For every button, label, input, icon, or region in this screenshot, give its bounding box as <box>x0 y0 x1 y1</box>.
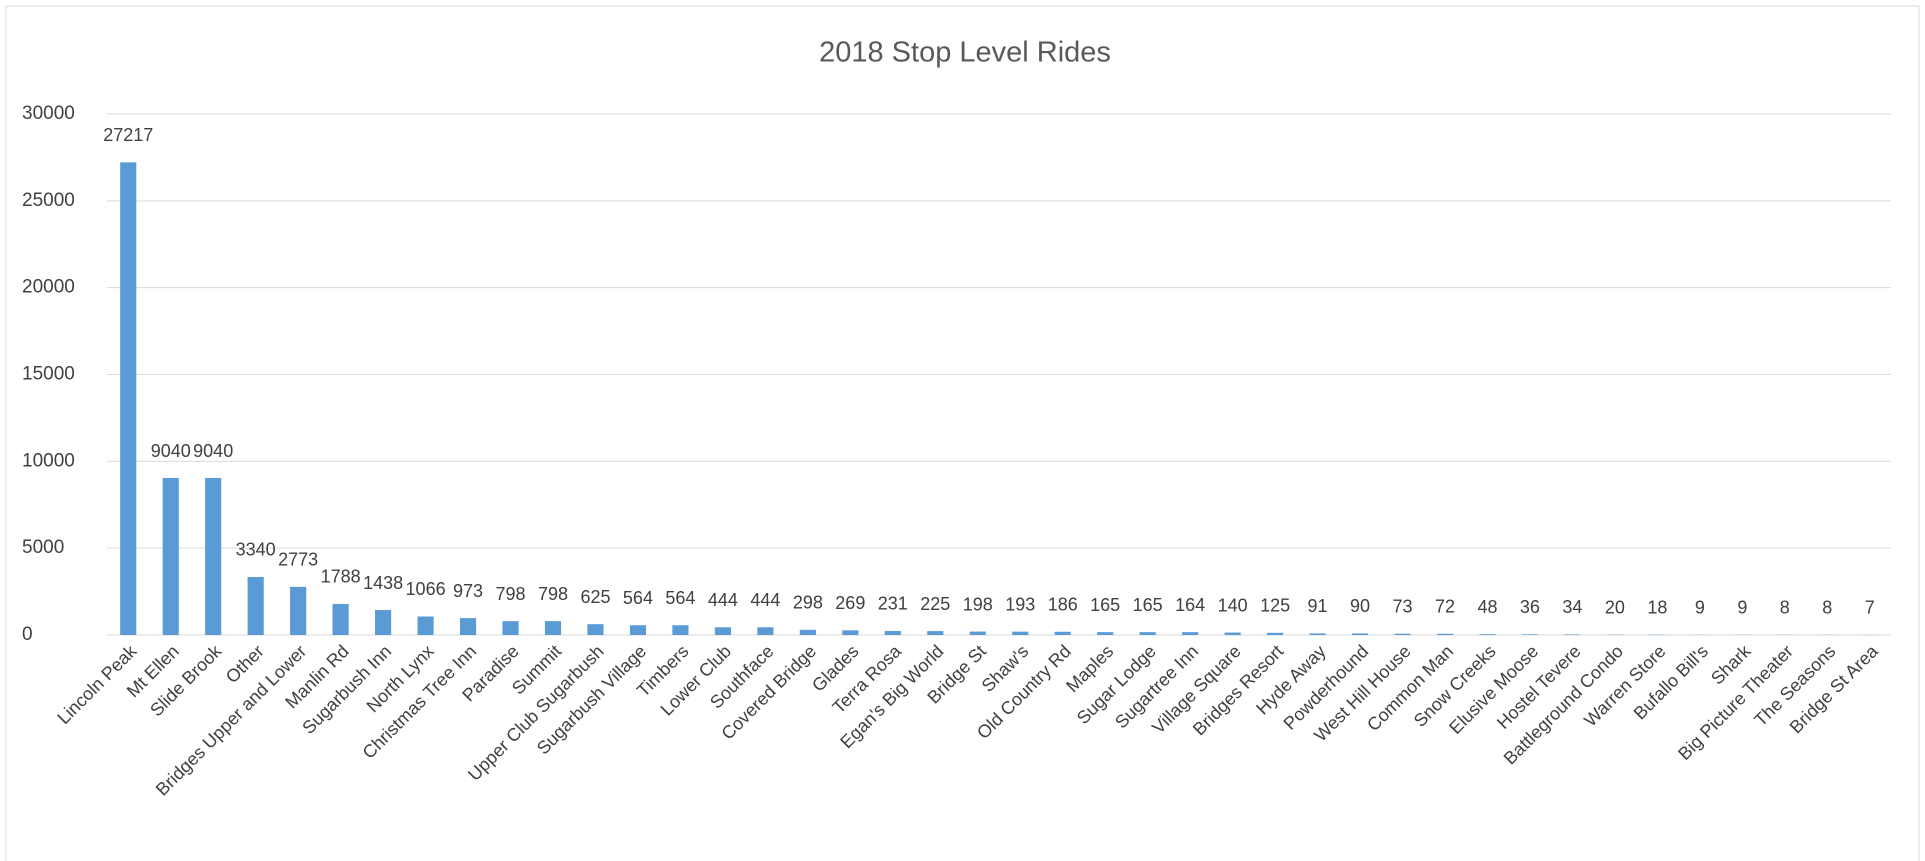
data-label: 27217 <box>103 125 153 145</box>
y-tick-label: 25000 <box>22 190 75 211</box>
bar <box>587 624 604 635</box>
bar <box>375 610 392 635</box>
data-label: 444 <box>708 590 738 610</box>
bar <box>1012 631 1029 635</box>
data-label: 625 <box>580 587 610 607</box>
data-label: 20 <box>1605 597 1625 617</box>
data-label: 186 <box>1048 595 1078 615</box>
data-label: 3340 <box>236 540 276 560</box>
y-tick-label: 20000 <box>22 277 75 298</box>
bar <box>1564 634 1581 635</box>
data-label: 36 <box>1520 597 1540 617</box>
bar <box>332 603 349 635</box>
bar <box>162 478 179 635</box>
bar <box>1521 634 1539 635</box>
data-label: 198 <box>963 594 993 614</box>
bar <box>544 621 562 635</box>
bar <box>459 618 477 635</box>
bar <box>1054 631 1071 635</box>
bar <box>969 631 986 635</box>
data-label: 798 <box>496 584 526 604</box>
data-label: 2773 <box>278 550 318 570</box>
data-label: 444 <box>750 590 780 610</box>
bar <box>1394 633 1411 635</box>
data-label: 9040 <box>193 441 233 461</box>
data-label: 1066 <box>406 579 446 599</box>
data-label: 91 <box>1308 596 1328 616</box>
data-label: 193 <box>1005 594 1035 614</box>
data-label: 9 <box>1695 598 1705 618</box>
y-tick-label: 10000 <box>22 450 75 471</box>
data-label: 9 <box>1737 598 1747 618</box>
bar <box>247 576 264 635</box>
bar <box>1224 632 1241 635</box>
data-label: 165 <box>1133 595 1163 615</box>
y-tick-label: 5000 <box>22 537 64 558</box>
bar <box>502 621 519 635</box>
data-label: 8 <box>1822 598 1832 618</box>
data-label: 72 <box>1435 596 1455 616</box>
bar <box>927 631 944 635</box>
data-label: 34 <box>1562 597 1582 617</box>
data-label: 18 <box>1647 597 1667 617</box>
y-tick-label: 30000 <box>22 103 75 124</box>
bar <box>884 630 901 635</box>
data-label: 798 <box>538 584 568 604</box>
bar <box>1479 634 1496 635</box>
data-label: 9040 <box>151 441 191 461</box>
data-label: 165 <box>1090 595 1120 615</box>
bar <box>417 616 434 635</box>
data-label: 48 <box>1477 597 1497 617</box>
bar <box>714 627 731 635</box>
y-tick-label: 0 <box>22 624 33 645</box>
data-label: 225 <box>920 594 950 614</box>
data-label: 298 <box>793 593 823 613</box>
data-label: 7 <box>1865 598 1875 618</box>
bar <box>1309 633 1326 635</box>
data-label: 1788 <box>321 567 361 587</box>
bar <box>842 630 859 635</box>
bar <box>672 625 689 635</box>
data-label: 269 <box>835 593 865 613</box>
chart-border <box>5 5 1920 861</box>
bar <box>1267 632 1284 635</box>
bar <box>799 629 816 635</box>
data-label: 1438 <box>363 573 403 593</box>
data-label: 90 <box>1350 596 1370 616</box>
bar <box>1351 633 1369 635</box>
bar <box>205 478 222 635</box>
data-label: 8 <box>1780 598 1790 618</box>
data-label: 73 <box>1393 596 1413 616</box>
y-tick-label: 15000 <box>22 364 75 385</box>
bar <box>629 625 647 635</box>
data-label: 564 <box>623 588 653 608</box>
data-label: 140 <box>1218 595 1248 615</box>
bar <box>120 162 137 636</box>
data-label: 973 <box>453 581 483 601</box>
bar <box>1436 633 1454 635</box>
data-label: 564 <box>665 588 695 608</box>
bar <box>1139 632 1156 635</box>
bar <box>1097 632 1114 635</box>
bar <box>757 627 774 635</box>
bar <box>290 586 307 635</box>
chart-title: 2018 Stop Level Rides <box>819 37 1111 69</box>
data-label: 164 <box>1175 595 1205 615</box>
data-label: 231 <box>878 594 908 614</box>
bar <box>1182 632 1199 635</box>
data-label: 125 <box>1260 596 1290 616</box>
